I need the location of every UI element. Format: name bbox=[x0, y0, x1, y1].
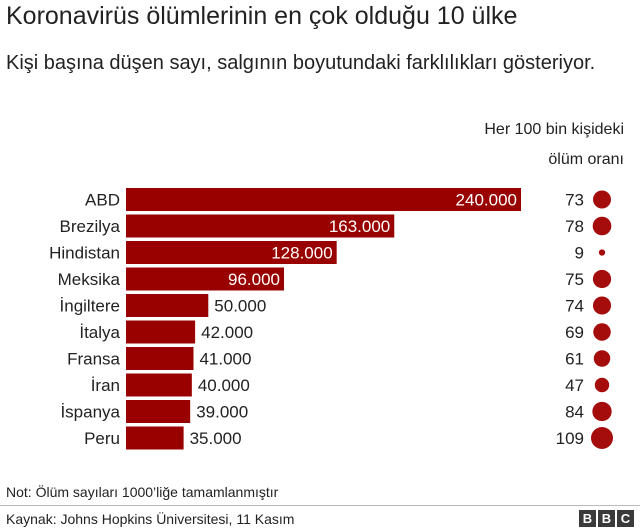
source-text: Kaynak: Johns Hopkins Üniversitesi, 11 K… bbox=[6, 511, 295, 527]
rate-label: 75 bbox=[565, 270, 584, 289]
footnote: Not: Ölüm sayıları 1000’liğe tamamlanmış… bbox=[6, 484, 279, 500]
value-label: 163.000 bbox=[329, 217, 390, 236]
value-label: 128.000 bbox=[271, 244, 332, 263]
bbc-logo: B B C bbox=[579, 510, 634, 527]
bar bbox=[126, 373, 192, 397]
category-label: İspanya bbox=[60, 403, 120, 422]
rate-label: 73 bbox=[565, 191, 584, 210]
rate-dot bbox=[593, 350, 611, 367]
rate-dot bbox=[593, 323, 611, 341]
bar bbox=[126, 294, 209, 317]
value-label: 96.000 bbox=[228, 270, 280, 289]
value-label: 35.000 bbox=[190, 429, 242, 448]
rate-label: 47 bbox=[565, 376, 584, 395]
footer-divider bbox=[0, 505, 640, 506]
rate-dot bbox=[598, 249, 606, 256]
category-label: Fransa bbox=[67, 350, 120, 369]
rate-label: 109 bbox=[556, 429, 584, 448]
rate-label: 74 bbox=[565, 297, 584, 316]
bar-chart: ABD 240.000 73 Brezilya 163.000 78 Hindistan 12… bbox=[49, 188, 613, 450]
logo-letter: C bbox=[617, 510, 634, 527]
bar bbox=[126, 320, 196, 344]
rate-label: 69 bbox=[565, 323, 584, 342]
value-label: 42.000 bbox=[201, 323, 253, 342]
rate-label: 9 bbox=[575, 244, 584, 263]
rate-dot bbox=[592, 216, 612, 236]
value-label: 41.000 bbox=[199, 350, 251, 369]
category-label: Hindistan bbox=[49, 244, 120, 263]
rate-dot bbox=[592, 269, 612, 289]
category-label: Peru bbox=[84, 429, 120, 448]
chart-subtitle: Kişi başına düşen sayı, salgının boyutun… bbox=[6, 52, 596, 74]
rate-dot bbox=[594, 377, 610, 393]
value-label: 240.000 bbox=[456, 191, 517, 210]
category-label: İran bbox=[91, 376, 120, 395]
bar bbox=[126, 214, 395, 238]
category-label: İtalya bbox=[79, 323, 120, 342]
rate-label: 61 bbox=[565, 350, 584, 369]
value-label: 40.000 bbox=[198, 376, 250, 395]
rate-header-line-1: Her 100 bin kişideki bbox=[484, 121, 624, 138]
chart-title: Koronavirüs ölümlerinin en çok olduğu 10… bbox=[6, 2, 518, 30]
bar bbox=[126, 347, 194, 370]
rate-dot bbox=[592, 401, 612, 422]
value-label: 50.000 bbox=[214, 297, 266, 316]
rate-column-header: Her 100 bin kişideki ölüm oranı bbox=[404, 115, 624, 175]
category-label: İngiltere bbox=[60, 297, 120, 316]
category-label: Meksika bbox=[58, 270, 121, 289]
logo-letter: B bbox=[579, 510, 596, 527]
rate-dot bbox=[591, 427, 613, 449]
bar bbox=[126, 400, 191, 423]
rate-label: 84 bbox=[565, 403, 584, 422]
logo-letter: B bbox=[598, 510, 615, 527]
rate-label: 78 bbox=[565, 217, 584, 236]
bar bbox=[126, 188, 521, 211]
bar bbox=[126, 426, 184, 450]
bar bbox=[126, 241, 337, 264]
rate-dot bbox=[592, 296, 612, 315]
rate-dot bbox=[593, 190, 611, 209]
category-label: Brezilya bbox=[60, 217, 121, 236]
value-label: 39.000 bbox=[196, 403, 248, 422]
bar bbox=[126, 267, 284, 291]
rate-header-line-2: ölüm oranı bbox=[548, 151, 624, 168]
category-label: ABD bbox=[85, 191, 120, 210]
